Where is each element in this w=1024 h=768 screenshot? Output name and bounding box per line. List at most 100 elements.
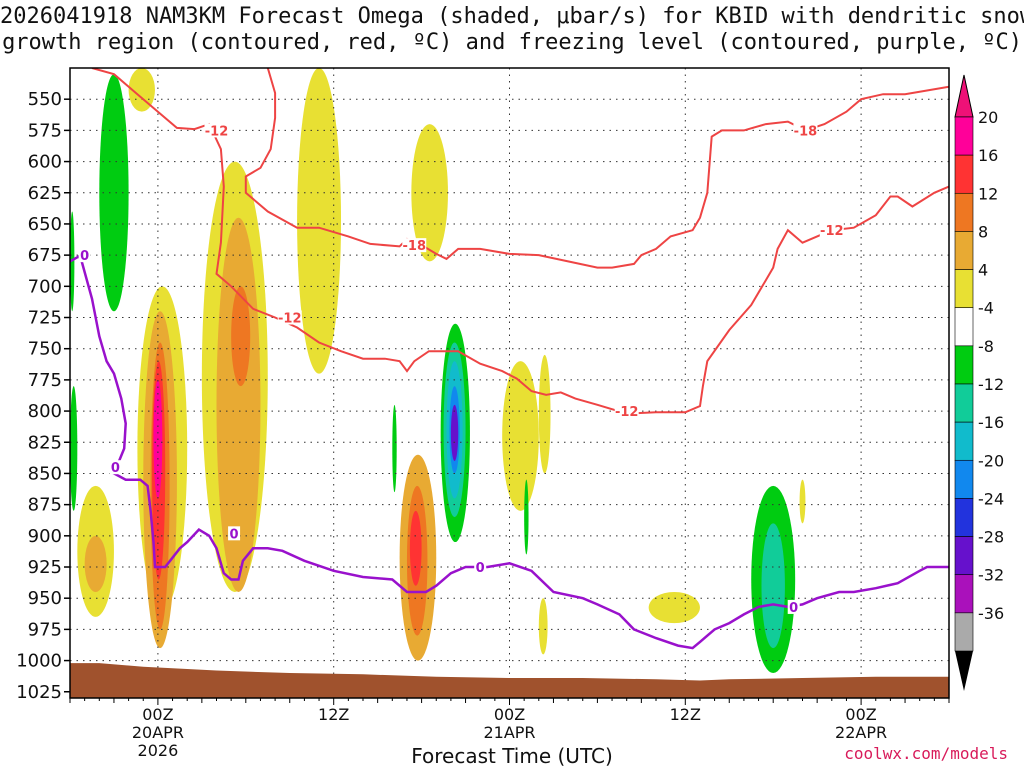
omega-descent-teal-right bbox=[761, 523, 785, 649]
omega-orange-lower-left bbox=[84, 535, 107, 592]
fzl-label-1: 0 bbox=[111, 461, 120, 476]
freezing-level-contour bbox=[70, 254, 949, 650]
terrain-fill bbox=[70, 663, 949, 698]
colorbar-bin-3 bbox=[954, 231, 974, 270]
y-tick-label-550: 550 bbox=[28, 89, 62, 110]
omega-yellow-small-f bbox=[538, 354, 551, 474]
fzl-label-bg-3 bbox=[474, 560, 487, 575]
y-tick-label-825: 825 bbox=[28, 432, 62, 453]
colorbar-label-11: -28 bbox=[978, 528, 1004, 547]
colorbar-label-1: 16 bbox=[978, 146, 998, 165]
colorbar-label-3: 8 bbox=[978, 222, 988, 241]
gridlines bbox=[70, 68, 949, 698]
y-tick-label-800: 800 bbox=[28, 401, 62, 422]
credit-text: coolwx.com/models bbox=[844, 744, 1008, 763]
colorbar-bottom-arrow bbox=[955, 651, 973, 691]
y-axis: 550 575 600 625 650 675 700 725 750 775 800 825 850 8… bbox=[16, 89, 70, 703]
omega-green-thin-b bbox=[524, 479, 529, 555]
fzl-label-bg-4 bbox=[787, 599, 800, 614]
dgz-label-bg-1 bbox=[402, 238, 427, 253]
y-tick-label-850: 850 bbox=[28, 463, 62, 484]
omega-yellow-lower-right bbox=[648, 591, 700, 624]
y-tick-label-700: 700 bbox=[28, 276, 62, 297]
dgz-contour-left bbox=[91, 68, 949, 415]
fzl-label-3: 0 bbox=[476, 561, 485, 576]
dgz-label-bg-3 bbox=[614, 404, 639, 419]
chart-title-line1: 2026041918 NAM3KM Forecast Omega (shaded… bbox=[0, 4, 1024, 29]
y-tick-label-575: 575 bbox=[28, 120, 62, 141]
y-tick-label-950: 950 bbox=[28, 588, 62, 609]
x-tick-label-54: 00Z bbox=[845, 705, 876, 724]
contour-labels: -12 -18 -12 -12 -18 -12 0 0 0 0 0 bbox=[78, 123, 844, 616]
colorbar-bin-9 bbox=[954, 459, 974, 499]
omega-red-core-c bbox=[409, 510, 422, 586]
colorbar-label-10: -24 bbox=[978, 489, 1004, 508]
dgz-label-3: -12 bbox=[615, 405, 639, 420]
y-tick-label-925: 925 bbox=[28, 557, 62, 578]
dgz-label-4: -18 bbox=[794, 124, 818, 139]
x-axis-label: Forecast Time (UTC) bbox=[411, 744, 613, 768]
dgz-label-bg-0 bbox=[204, 123, 229, 138]
omega-yellow-small-g bbox=[538, 598, 548, 655]
x-tick-date-30: 21APR bbox=[483, 723, 535, 742]
omega-descent-violet-core bbox=[450, 404, 459, 461]
x-tick-label-30: 00Z bbox=[494, 705, 525, 724]
dgz-label-2: -12 bbox=[278, 312, 302, 327]
colorbar-label-6: -8 bbox=[978, 337, 994, 356]
colorbar-bin-8 bbox=[954, 421, 974, 461]
colorbar-bin-12 bbox=[954, 574, 974, 614]
omega-orange-band-b bbox=[216, 217, 261, 592]
colorbar-label-0: 20 bbox=[978, 108, 998, 127]
y-tick-label-625: 625 bbox=[28, 183, 62, 204]
omega-yellow-column-c bbox=[297, 68, 342, 374]
colorbar-bin-10 bbox=[954, 498, 974, 537]
colorbar-bin-1 bbox=[954, 154, 974, 194]
y-tick-label-1000: 1000 bbox=[16, 651, 62, 672]
y-tick-label-600: 600 bbox=[28, 152, 62, 173]
dgz-label-0: -12 bbox=[205, 124, 229, 139]
dgz-label-bg-2 bbox=[277, 310, 302, 325]
fzl-label-bg-1 bbox=[109, 460, 122, 475]
fzl-label-bg-0 bbox=[78, 248, 91, 263]
chart-title-line2: growth region (contoured, red, ºC) and f… bbox=[2, 30, 1022, 55]
colorbar-label-12: -32 bbox=[978, 566, 1004, 585]
omega-yellow-pocket-e bbox=[502, 361, 539, 511]
colorbar-bin-11 bbox=[954, 536, 974, 576]
x-tick-label-18: 12Z bbox=[318, 705, 349, 724]
colorbar: 20 16 12 8 4 -4 -8 -12 -16 -20 -24 -28 -32 -36 bbox=[954, 74, 1004, 691]
omega-yellow-column-d bbox=[411, 124, 448, 262]
colorbar-label-13: -36 bbox=[978, 604, 1004, 623]
colorbar-label-7: -12 bbox=[978, 375, 1004, 394]
x-tick-date-6: 20APR bbox=[132, 723, 184, 742]
colorbar-bin-13 bbox=[954, 612, 974, 652]
omega-ascent-green-upper-left bbox=[99, 74, 129, 312]
colorbar-bin-7 bbox=[954, 383, 974, 423]
dgz-label-bg-5 bbox=[819, 223, 844, 238]
fzl-label-0: 0 bbox=[80, 249, 89, 264]
fzl-label-bg-2 bbox=[228, 526, 241, 541]
contour-layer bbox=[70, 68, 949, 650]
omega-yellow-upper-left bbox=[128, 68, 155, 112]
omega-ascent-green-lower-left bbox=[70, 386, 78, 511]
colorbar-label-9: -20 bbox=[978, 451, 1004, 470]
colorbar-label-5: -4 bbox=[978, 299, 994, 318]
colorbar-bin-6 bbox=[954, 345, 974, 385]
y-tick-label-1025: 1025 bbox=[16, 682, 62, 703]
y-tick-label-900: 900 bbox=[28, 526, 62, 547]
x-tick-label-42: 12Z bbox=[670, 705, 701, 724]
terrain-layer bbox=[70, 663, 949, 698]
omega-green-thin-a bbox=[392, 404, 397, 493]
fzl-label-4: 0 bbox=[789, 601, 798, 616]
x-tick-year-6: 2026 bbox=[138, 741, 179, 760]
omega-field bbox=[70, 68, 806, 674]
omega-orange-core-b bbox=[231, 286, 251, 387]
y-tick-label-775: 775 bbox=[28, 370, 62, 391]
colorbar-label-2: 12 bbox=[978, 184, 998, 203]
colorbar-bin-5 bbox=[954, 307, 974, 347]
colorbar-bin-2 bbox=[954, 192, 974, 232]
y-tick-label-750: 750 bbox=[28, 339, 62, 360]
colorbar-bin-4 bbox=[954, 269, 974, 309]
x-tick-date-54: 22APR bbox=[835, 723, 887, 742]
dgz-label-bg-4 bbox=[793, 123, 818, 138]
